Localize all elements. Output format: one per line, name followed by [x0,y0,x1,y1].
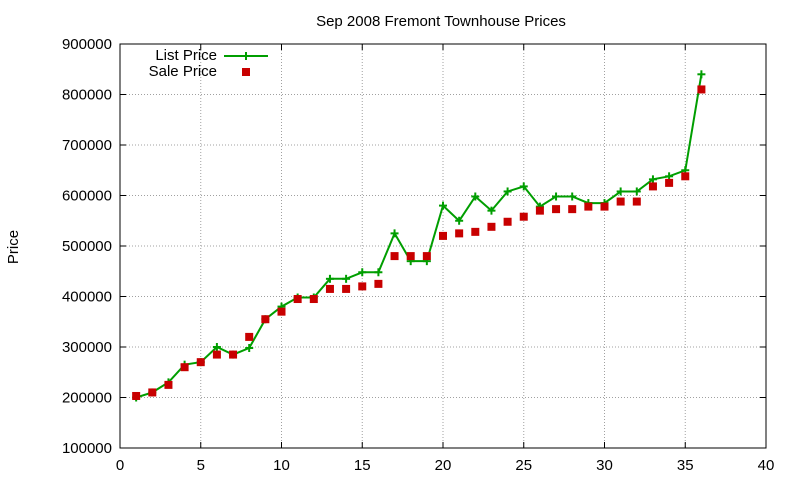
sale-price-point [229,350,238,359]
list-price-point [552,192,561,201]
list-price-point [439,201,447,210]
list-price-point [390,229,399,238]
sale-price-point [519,212,528,221]
list-price-point [358,268,367,277]
y-axis-label: Price [5,230,22,264]
grid-lines [120,44,766,448]
sale-price-point [325,284,334,293]
sale-price-point [309,295,318,304]
list-price-point [212,343,221,351]
sale-price-point [164,380,173,389]
list-price-point [245,344,254,353]
x-tick-label: 5 [197,457,205,474]
list-price-point [325,274,334,283]
data-series [132,70,706,402]
sale-price-point [212,350,221,359]
x-tick-label: 25 [515,457,532,474]
legend-label-sale-price: Sale Price [149,63,217,80]
sale-price-point [132,391,141,400]
x-tick-label: 0 [116,457,124,474]
list-price-point [374,268,383,277]
sale-price-point [148,388,157,397]
list-price-point [632,187,641,196]
sale-price-point [422,252,431,261]
sale-price-point [406,252,415,261]
legend-symbol-sale-price [242,68,250,76]
y-tick-label: 100000 [62,440,112,457]
sale-price-point [535,206,544,215]
axis-ticks: 0 5 10 15 20 25 30 35 40 100000 200000 300000 400000… [62,36,774,474]
sale-price-point [277,307,286,316]
list-price-point [503,187,512,196]
sale-price-point [261,315,270,324]
sale-price-point [697,85,706,94]
y-tick-label: 200000 [62,390,112,407]
legend-list-marker [242,52,250,60]
sale-price-point [180,363,189,372]
legend-symbol-list-price [224,52,268,60]
x-tick-label: 10 [273,457,290,474]
sale-price-point [342,284,351,293]
list-price-point [487,206,496,215]
sale-price-point [390,252,399,261]
sale-price-point [584,202,593,211]
y-tick-label: 600000 [62,188,112,205]
x-tick-label: 20 [435,457,452,474]
list-price-point [342,274,351,283]
sale-price-point [503,217,512,226]
x-tick-label: 35 [677,457,694,474]
sale-price-point [648,182,657,191]
list-price-point [568,192,577,201]
list-price-point [471,192,480,201]
list-price-point [455,216,464,225]
x-tick-label: 40 [758,457,775,474]
sale-price-point [600,202,609,211]
list-price-point [519,182,528,191]
list-price-line [135,74,703,399]
sale-price-point [455,229,464,238]
sale-price-point [293,295,302,304]
sale-price-point [196,358,205,367]
sale-price-point [632,197,641,206]
y-tick-label: 800000 [62,87,112,104]
list-price-point [697,70,706,79]
legend-label-list-price: List Price [155,47,217,64]
sale-price-point [681,172,690,181]
legend: List Price Sale Price [149,47,268,80]
sale-price-point [552,205,561,214]
y-tick-label: 400000 [62,289,112,306]
sale-price-point [439,231,447,240]
sale-price-point [665,178,674,187]
chart-title: Sep 2008 Fremont Townhouse Prices [316,13,566,30]
sale-price-point [374,279,383,288]
sale-price-point [471,227,480,236]
sale-price-point [568,205,577,214]
sale-price-point [245,332,254,341]
y-tick-label: 700000 [62,137,112,154]
y-tick-label: 300000 [62,339,112,356]
sale-price-point [358,282,367,291]
y-tick-label: 900000 [62,36,112,53]
x-tick-label: 30 [596,457,613,474]
legend-sale-marker [242,68,250,76]
x-tick-label: 15 [354,457,371,474]
sale-price-point [616,197,625,206]
y-tick-label: 500000 [62,238,112,255]
sale-price-point [487,222,496,231]
list-price-point [648,175,657,184]
list-price-point [616,187,625,196]
